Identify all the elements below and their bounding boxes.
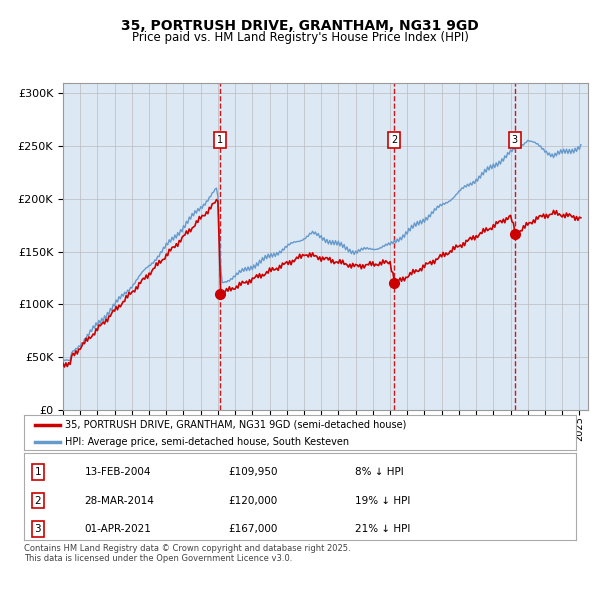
Text: 2: 2 bbox=[34, 496, 41, 506]
Text: 35, PORTRUSH DRIVE, GRANTHAM, NG31 9GD (semi-detached house): 35, PORTRUSH DRIVE, GRANTHAM, NG31 9GD (… bbox=[65, 420, 407, 430]
Text: 35, PORTRUSH DRIVE, GRANTHAM, NG31 9GD: 35, PORTRUSH DRIVE, GRANTHAM, NG31 9GD bbox=[121, 19, 479, 33]
Text: HPI: Average price, semi-detached house, South Kesteven: HPI: Average price, semi-detached house,… bbox=[65, 437, 350, 447]
Text: £167,000: £167,000 bbox=[228, 525, 278, 535]
Text: 01-APR-2021: 01-APR-2021 bbox=[85, 525, 152, 535]
Text: 1: 1 bbox=[217, 135, 223, 145]
Text: 3: 3 bbox=[34, 525, 41, 535]
Text: £109,950: £109,950 bbox=[228, 467, 278, 477]
Text: 8% ↓ HPI: 8% ↓ HPI bbox=[355, 467, 404, 477]
Text: 21% ↓ HPI: 21% ↓ HPI bbox=[355, 525, 410, 535]
Text: 1: 1 bbox=[34, 467, 41, 477]
Text: 19% ↓ HPI: 19% ↓ HPI bbox=[355, 496, 410, 506]
Text: Contains HM Land Registry data © Crown copyright and database right 2025.
This d: Contains HM Land Registry data © Crown c… bbox=[24, 544, 350, 563]
Text: 13-FEB-2004: 13-FEB-2004 bbox=[85, 467, 151, 477]
Text: £120,000: £120,000 bbox=[228, 496, 277, 506]
Text: 2: 2 bbox=[391, 135, 397, 145]
Text: Price paid vs. HM Land Registry's House Price Index (HPI): Price paid vs. HM Land Registry's House … bbox=[131, 31, 469, 44]
Text: 3: 3 bbox=[512, 135, 518, 145]
Text: 28-MAR-2014: 28-MAR-2014 bbox=[85, 496, 155, 506]
